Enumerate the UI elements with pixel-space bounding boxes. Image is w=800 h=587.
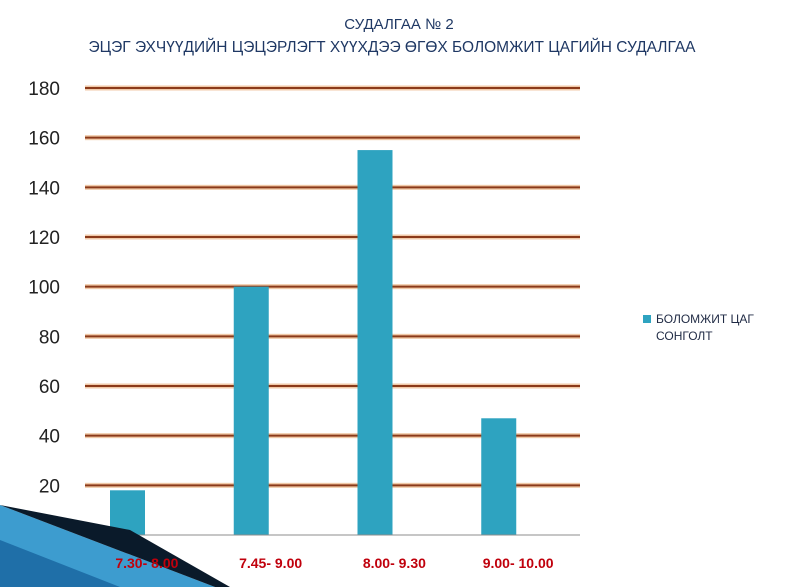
y-tick-label: 140 (28, 178, 60, 199)
gridlines (85, 85, 580, 488)
y-tick-label: 120 (28, 228, 60, 249)
bars (110, 150, 517, 536)
x-tick-label: 7.30- 8.00 (115, 555, 178, 571)
bar-4 (481, 418, 517, 535)
bar-2 (233, 286, 269, 535)
legend-label-line2: СОНГОЛТ (656, 329, 713, 343)
y-tick-label: 100 (28, 278, 60, 299)
legend-swatch (643, 315, 651, 323)
y-tick-label: 160 (28, 129, 60, 150)
legend: БОЛОМЖИТ ЦАГ СОНГОЛТ (643, 312, 754, 343)
bar-3 (357, 150, 393, 536)
y-tick-label: 180 (28, 79, 60, 100)
chart-subtitle: ЭЦЭГ ЭХЧҮҮДИЙН ЦЭЦЭРЛЭГТ ХҮҮХДЭЭ ӨГӨХ БО… (89, 38, 697, 56)
y-tick-label: 20 (39, 476, 60, 497)
y-tick-label: 80 (39, 327, 60, 348)
y-tick-label: 60 (39, 377, 60, 398)
decorative-wedge (0, 505, 230, 587)
x-tick-label: 9.00- 10.00 (483, 555, 554, 571)
x-axis-tick-labels: 7.30- 8.00 7.45- 9.00 8.00- 9.30 9.00- 10.0… (115, 555, 553, 571)
x-tick-label: 8.00- 9.30 (363, 555, 426, 571)
y-axis-tick-labels: 020406080100120140160180 (28, 79, 60, 547)
y-tick-label: 40 (39, 427, 60, 448)
chart-title: СУДАЛГАА № 2 (344, 16, 453, 33)
x-tick-label: 7.45- 9.00 (239, 555, 302, 571)
legend-label-line1: БОЛОМЖИТ ЦАГ (656, 312, 754, 326)
